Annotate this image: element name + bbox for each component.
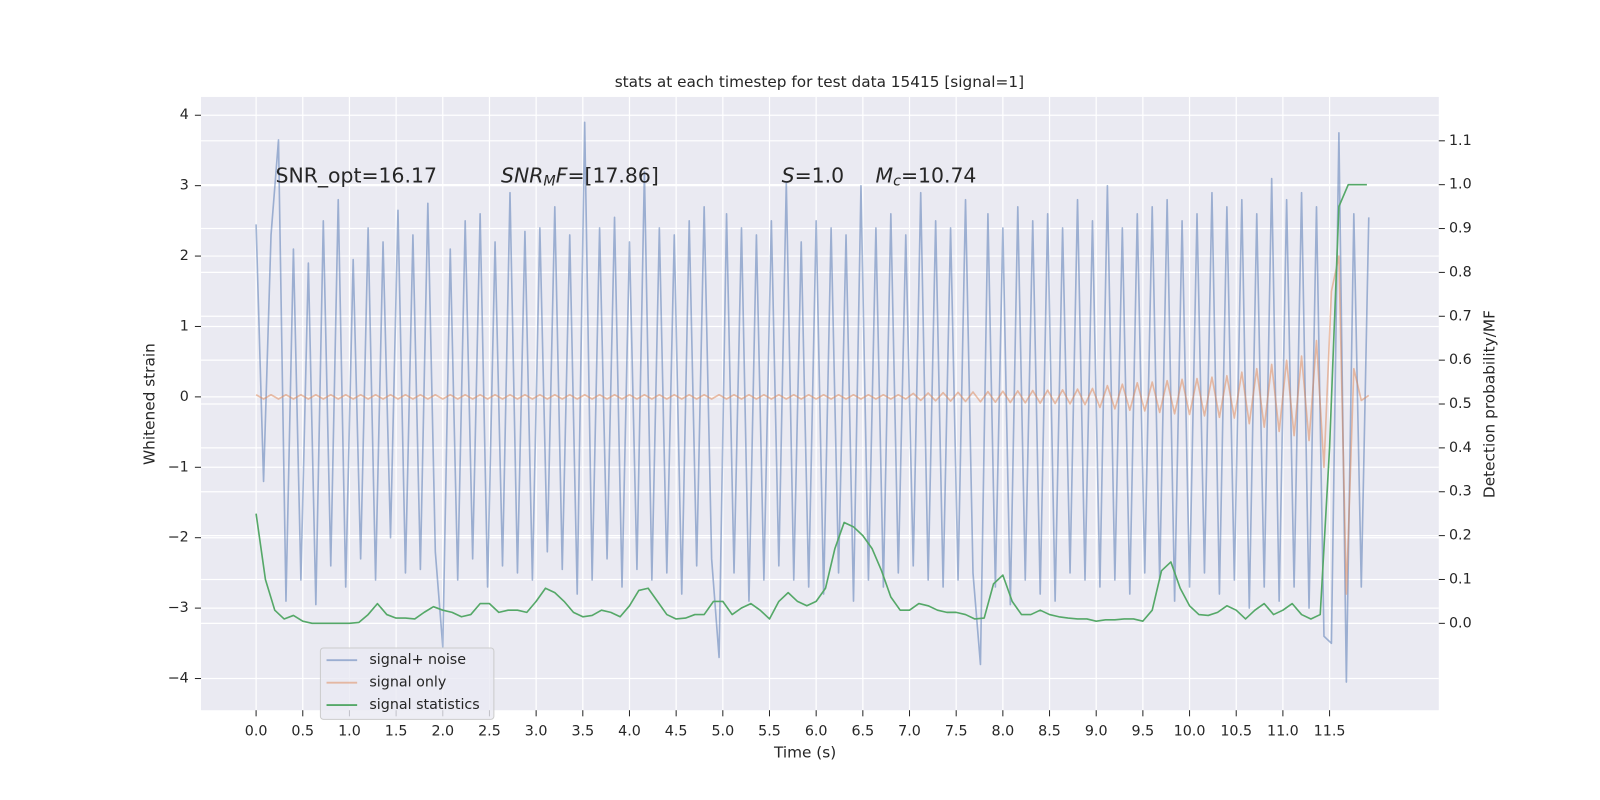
legend: signal+ noise signal only signal statistic… (319, 647, 495, 720)
annotation: SNRMF=[17.86] (501, 164, 659, 190)
y2-tick-label: 0.2 (1449, 528, 1472, 544)
annotation: S=1.0 (782, 164, 844, 188)
series-line (255, 183, 1367, 625)
y-tick-label: 1 (180, 318, 189, 334)
y2-tick-label: 0.5 (1449, 396, 1472, 412)
x-tick-label: 7.0 (898, 724, 921, 740)
y2-tick-label: 0.7 (1449, 308, 1472, 324)
x-tick-label: 4.5 (665, 724, 688, 740)
y-tick-label: 3 (180, 178, 189, 194)
y2-tick-label: 0.9 (1449, 221, 1472, 237)
x-tick-label: 1.0 (338, 724, 361, 740)
series-line (255, 121, 1370, 683)
y2-tick-label: 0.6 (1449, 352, 1472, 368)
y2-tick-label: 0.3 (1449, 484, 1472, 500)
annotation: SNR_opt=16.17 (276, 164, 437, 189)
legend-label: signal+ noise (369, 652, 466, 668)
y2-tick-label: 0.0 (1449, 615, 1472, 631)
y2-tick-label: 1.0 (1449, 177, 1472, 193)
x-tick-label: 11.5 (1314, 724, 1346, 740)
x-tick-label: 6.5 (851, 724, 874, 740)
x-tick-label: 0.5 (291, 724, 314, 740)
x-tick-label: 1.5 (385, 724, 408, 740)
annotation-part: M (543, 174, 555, 190)
y-axis-label: Whitened strain (141, 343, 159, 465)
marks (255, 121, 1370, 683)
y-tick-label: −4 (168, 671, 189, 687)
x-tick-label: 10.0 (1174, 724, 1206, 740)
chart-title: stats at each timestep for test data 154… (615, 73, 1024, 91)
x-tick-label: 4.0 (618, 724, 641, 740)
annotation-part: S (782, 164, 795, 188)
y2-axis-label: Detection probability/MF (1480, 310, 1498, 498)
x-tick-label: 8.5 (1038, 724, 1061, 740)
y-tick-label: 4 (180, 107, 189, 123)
y-tick-label: −1 (168, 459, 189, 475)
y-tick-label: 2 (180, 248, 189, 264)
annotation-part: M (876, 164, 894, 188)
y2-tick-label: 1.1 (1449, 133, 1472, 149)
legend-label: signal only (369, 675, 446, 691)
x-tick-label: 5.0 (711, 724, 734, 740)
annotation-part: c (893, 174, 901, 190)
x-tick-label: 3.5 (571, 724, 594, 740)
x-tick-label: 9.0 (1085, 724, 1108, 740)
x-tick-label: 5.5 (758, 724, 781, 740)
y-tick-label: −2 (168, 530, 189, 546)
annotation-part: =1.0 (795, 164, 845, 188)
y2-tick-label: 0.1 (1449, 571, 1472, 587)
x-tick-label: 9.5 (1132, 724, 1155, 740)
legend-label: signal statistics (369, 697, 479, 713)
annotation: Mc=10.74 (876, 164, 977, 190)
annotation-part: =[17.86] (567, 164, 658, 188)
annotation-part: =10.74 (901, 164, 976, 188)
x-tick-label: 2.0 (431, 724, 454, 740)
x-tick-label: 2.5 (478, 724, 501, 740)
legend-box (319, 647, 495, 720)
annotations: SNR_opt=16.17 SNRMF=[17.86] S=1.0 Mc=10.74 (276, 164, 977, 190)
y-tick-label: 0 (180, 389, 189, 405)
series-line (255, 255, 1370, 595)
x-tick-label: 10.5 (1220, 724, 1252, 740)
annotation-part: F (556, 164, 568, 188)
x-tick-label: 11.0 (1267, 724, 1299, 740)
y-tick-label: −3 (168, 600, 189, 616)
y2-tick-label: 0.4 (1449, 440, 1472, 456)
x-tick-label: 0.0 (245, 724, 268, 740)
x-tick-label: 8.0 (992, 724, 1015, 740)
y2-tick-label: 0.8 (1449, 264, 1472, 280)
x-tick-label: 7.5 (945, 724, 968, 740)
annotation-part: SNR_opt=16.17 (276, 164, 437, 189)
x-axis-label: Time (s) (773, 744, 836, 762)
x-tick-label: 6.0 (805, 724, 828, 740)
annotation-part: SNR (501, 164, 543, 188)
x-tick-label: 3.0 (525, 724, 548, 740)
